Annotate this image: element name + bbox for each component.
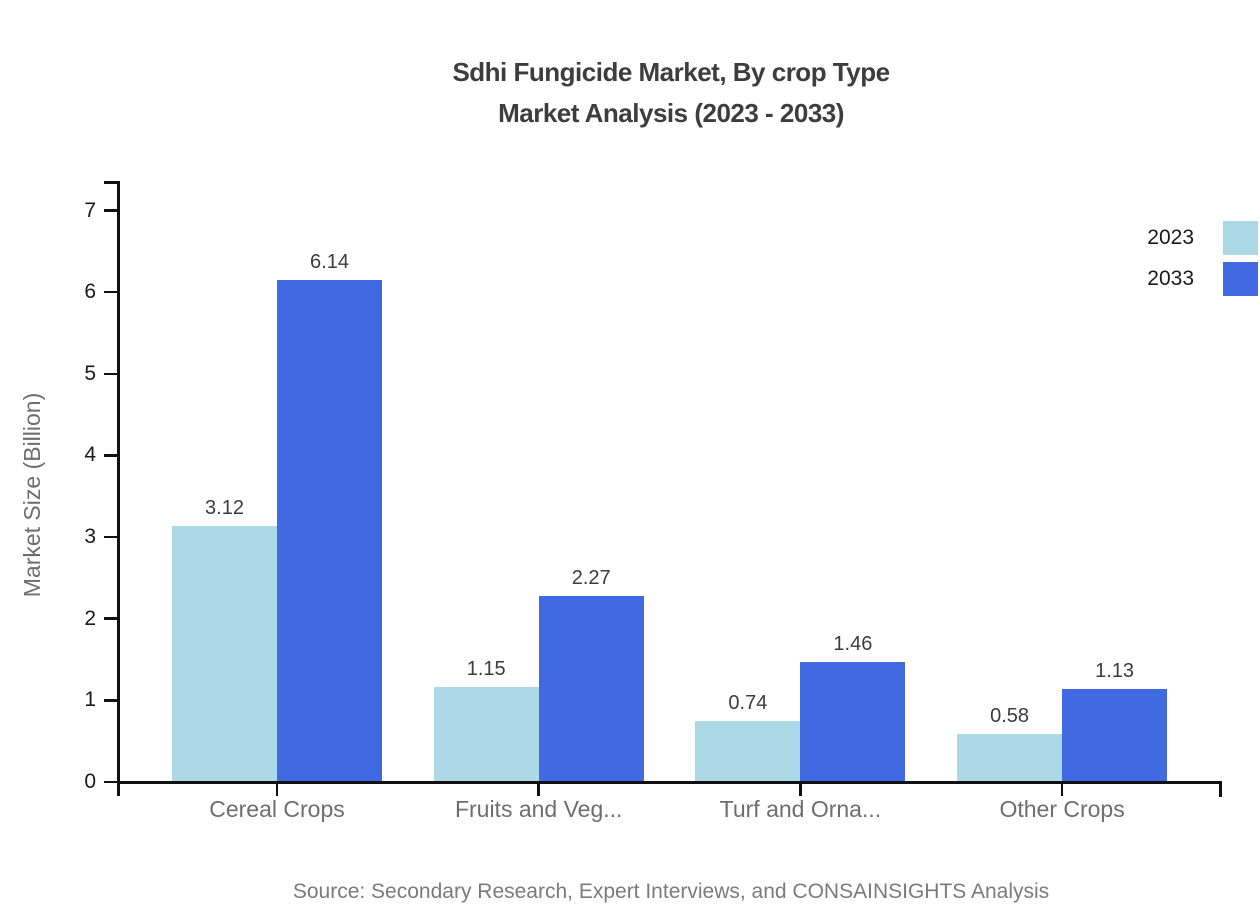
y-tick — [104, 780, 117, 784]
y-axis-line — [117, 181, 120, 796]
y-tick — [104, 290, 117, 294]
value-label: 6.14 — [310, 250, 349, 273]
x-axis-line — [117, 781, 1222, 784]
y-tick-label: 1 — [84, 688, 96, 712]
x-axis-end-tick — [1219, 784, 1222, 797]
legend-item-2023: 2023 — [1100, 221, 1260, 255]
legend-swatch-2023 — [1223, 221, 1258, 255]
y-tick — [104, 699, 117, 702]
y-tick-label: 0 — [84, 770, 96, 793]
y-tick-label: 3 — [84, 525, 96, 549]
value-label: 1.15 — [466, 658, 506, 681]
bar-2023-2 — [433, 687, 539, 781]
chart-title-line1: Sdhi Fungicide Market, By crop Type — [452, 57, 890, 87]
legend-swatch-2033 — [1223, 262, 1258, 296]
y-tick-label: 5 — [84, 361, 96, 385]
bar-2033-2 — [538, 595, 644, 781]
y-tick-label: 7 — [84, 198, 96, 222]
y-tick-label: 2 — [84, 606, 96, 630]
value-label: 0.58 — [990, 704, 1030, 727]
legend-item-label: 2023 — [1147, 226, 1194, 249]
legend-item-2033: 2033 — [1100, 262, 1260, 296]
y-axis-top-cap — [104, 181, 117, 184]
y-tick-label: 6 — [84, 280, 96, 304]
x-tick — [537, 784, 540, 796]
y-tick — [104, 454, 117, 457]
y-tick — [104, 535, 117, 539]
legend-item-label: 2033 — [1147, 267, 1194, 290]
category-label: Other Crops — [999, 796, 1125, 822]
x-tick — [799, 784, 802, 796]
y-tick — [104, 209, 117, 212]
y-axis-title: Market Size (Billion) — [19, 392, 45, 598]
category-label: Turf and Orna... — [719, 796, 882, 822]
bar-2023-1 — [172, 526, 277, 781]
y-tick — [104, 617, 117, 620]
x-tick — [1060, 784, 1064, 796]
value-label: 1.13 — [1095, 659, 1135, 682]
x-tick — [275, 784, 279, 796]
y-tick — [104, 372, 117, 376]
category-label: Cereal Crops — [209, 796, 345, 822]
bar-2033-1 — [277, 279, 382, 781]
bar-2033-3 — [800, 661, 906, 781]
bar-2023-3 — [695, 720, 801, 781]
category-label: Fruits and Veg... — [454, 796, 623, 822]
value-label: 2.27 — [571, 566, 611, 589]
value-label: 0.74 — [728, 691, 768, 714]
y-tick-label: 4 — [84, 443, 96, 467]
bar-2023-4 — [957, 733, 1063, 781]
chart-title: Sdhi Fungicide Market, By crop Type Mark… — [120, 52, 1222, 134]
chart-title-line2: Market Analysis (2023 - 2033) — [498, 98, 844, 128]
value-label: 1.46 — [833, 632, 873, 655]
source-text: Source: Secondary Research, Expert Inter… — [292, 880, 1050, 903]
value-label: 3.12 — [205, 497, 244, 520]
bar-2033-4 — [1062, 688, 1168, 781]
